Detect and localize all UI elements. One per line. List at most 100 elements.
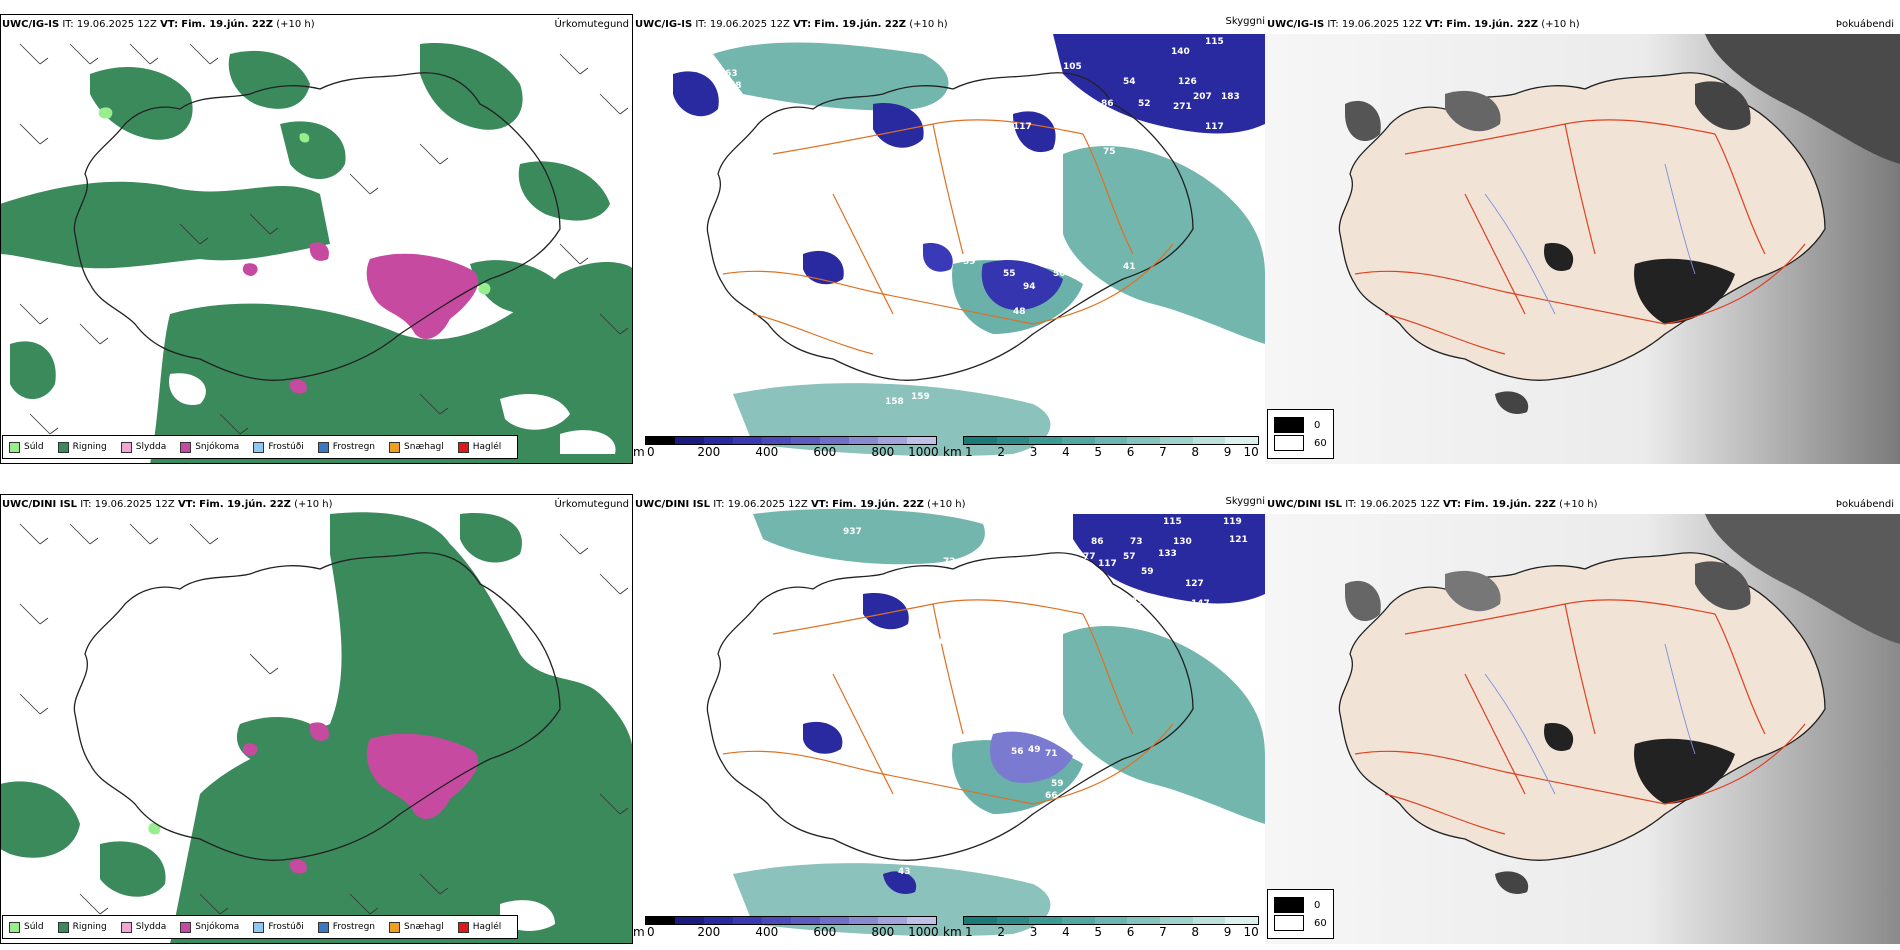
svg-text:140: 140: [1171, 47, 1190, 57]
svg-text:61: 61: [793, 817, 806, 827]
fog-index-map: [1265, 34, 1900, 464]
svg-text:46: 46: [865, 712, 878, 722]
svg-text:51: 51: [941, 697, 954, 707]
svg-text:271: 271: [1173, 102, 1192, 112]
height-tick: 200: [697, 445, 721, 459]
svg-text:77: 77: [1083, 552, 1096, 562]
panel-header: UWC/IG-IS IT: 19.06.2025 12Z VT: Fim. 19…: [635, 19, 948, 30]
ceiling-colorbar: km 1 2 3 4 5 6 7 8 9 10: [943, 436, 1263, 460]
panel-title: Úrkomutegund: [554, 19, 629, 30]
height-tick: 0: [646, 445, 655, 459]
height-tick: 800: [871, 925, 895, 939]
svg-text:30: 30: [743, 687, 756, 697]
legend-swatch: [317, 441, 329, 453]
legend-swatch: [317, 921, 329, 933]
precip-legend: Súld Rigning Slydda Snjókoma Frostúði Fr…: [2, 915, 519, 939]
legend-swatch: [457, 441, 469, 453]
legend-swatch: [9, 441, 20, 453]
fog-label: 60: [1314, 917, 1327, 929]
legend-swatch: [180, 921, 192, 933]
svg-text:54: 54: [1123, 77, 1136, 87]
svg-text:127: 127: [1185, 579, 1204, 589]
legend-label: Súld: [24, 442, 44, 452]
svg-text:937: 937: [843, 527, 862, 537]
ceiling-tick: 1: [965, 445, 973, 459]
precip-type-panel-top: UWC/IG-IS IT: 19.06.2025 12Z VT: Fim. 19…: [0, 14, 633, 464]
svg-text:207: 207: [1193, 92, 1212, 102]
fog-label: 0: [1314, 419, 1321, 431]
svg-text:75: 75: [1103, 147, 1116, 157]
legend-label: Haglél: [472, 922, 502, 932]
panel-title: Skyggni: [1225, 16, 1265, 27]
ceiling-tick: 6: [1126, 925, 1135, 939]
svg-text:158: 158: [885, 397, 904, 407]
svg-text:70: 70: [688, 127, 701, 137]
svg-text:48: 48: [951, 859, 964, 869]
fog-index-map: [1265, 514, 1900, 944]
svg-text:73: 73: [939, 837, 952, 847]
svg-text:159: 159: [911, 392, 930, 402]
height-tick: 1000: [908, 445, 939, 459]
panel-header: UWC/DINI ISL IT: 19.06.2025 12Z VT: Fim.…: [635, 499, 966, 510]
svg-text:80: 80: [883, 282, 896, 292]
ceiling-tick: 10: [1243, 925, 1259, 939]
panel-title: Skyggni: [1225, 496, 1265, 507]
ceiling-tick: 2: [997, 445, 1006, 459]
svg-text:26: 26: [693, 237, 706, 247]
fog-legend: 0 60: [1267, 889, 1334, 939]
svg-text:76: 76: [1091, 135, 1104, 145]
svg-text:73: 73: [1130, 537, 1143, 547]
ceiling-tick: 2: [997, 925, 1006, 939]
svg-text:117: 117: [1098, 559, 1117, 569]
legend-swatch: [180, 441, 192, 453]
fog-label: 60: [1314, 437, 1327, 449]
svg-text:94: 94: [1023, 282, 1036, 292]
legend-label: Snjókoma: [195, 442, 240, 452]
fog-index-panel-bottom: UWC/DINI ISL IT: 19.06.2025 12Z VT: Fim.…: [1265, 494, 1900, 944]
panel-header: UWC/IG-IS IT: 19.06.2025 12Z VT: Fim. 19…: [1267, 19, 1580, 30]
svg-text:49: 49: [1038, 252, 1051, 262]
ceiling-tick: 3: [1029, 445, 1038, 459]
svg-text:43: 43: [898, 867, 911, 877]
svg-text:52: 52: [1138, 99, 1151, 109]
height-tick: 400: [755, 925, 779, 939]
fog-legend: 0 60: [1267, 409, 1334, 459]
legend-label: Slydda: [135, 442, 167, 452]
svg-text:105: 105: [1063, 62, 1082, 72]
ceiling-tick: 5: [1094, 925, 1103, 939]
height-tick: 400: [755, 445, 779, 459]
svg-text:115: 115: [1205, 37, 1224, 47]
svg-text:68: 68: [729, 81, 742, 91]
legend-label: Slydda: [135, 922, 167, 932]
svg-text:41: 41: [1123, 262, 1136, 272]
legend-swatch: [120, 441, 132, 453]
svg-text:117: 117: [1205, 122, 1224, 132]
svg-text:133: 133: [1158, 549, 1177, 559]
height-tick: 0: [646, 925, 655, 939]
svg-text:66: 66: [963, 357, 976, 367]
svg-text:59: 59: [1051, 779, 1064, 789]
precip-type-map: [0, 14, 633, 464]
height-unit: m: [633, 445, 645, 459]
svg-text:32: 32: [813, 347, 826, 357]
legend-label: Frostúði: [268, 442, 304, 452]
ceiling-tick: 9: [1223, 445, 1232, 459]
svg-text:50: 50: [1053, 269, 1066, 279]
precip-type-map: [0, 494, 633, 944]
panel-header: UWC/DINI ISL IT: 19.06.2025 12Z VT: Fim.…: [2, 499, 333, 510]
svg-text:72: 72: [943, 557, 956, 567]
legend-swatch: [120, 921, 132, 933]
fog-swatch: [1274, 915, 1304, 931]
ceiling-tick: 1: [965, 925, 973, 939]
svg-text:98: 98: [1088, 112, 1101, 122]
svg-text:119: 119: [1223, 517, 1242, 527]
visibility-panel-top: 140 115 105 126 207 183 54 52 271 117 98 86 76 75…: [633, 14, 1265, 464]
height-unit: m: [633, 925, 645, 939]
legend-swatch: [389, 441, 401, 453]
precip-legend: Súld Rigning Slydda Snjókoma Frostúði Fr…: [2, 435, 519, 459]
panel-title: Þokuábendi: [1835, 499, 1894, 510]
panel-header: UWC/IG-IS IT: 19.06.2025 12Z VT: Fim. 19…: [2, 19, 315, 30]
panel-frame: [0, 14, 633, 464]
ceiling-colorbar: km 1 2 3 4 5 6 7 8 9 10: [943, 916, 1263, 940]
height-colorbar: m 0 200 400 600 800 1000: [633, 916, 943, 940]
